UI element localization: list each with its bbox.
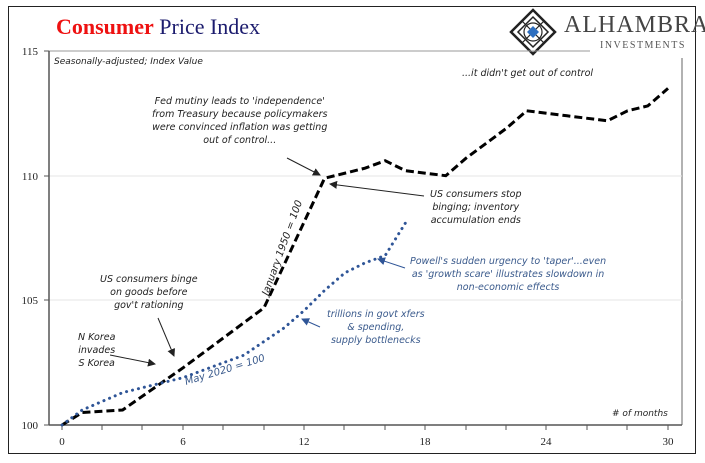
svg-text:18: 18 xyxy=(420,436,432,448)
y-tick-100: 100 xyxy=(22,420,39,432)
annotation-powell-taper: Powell's sudden urgency to 'taper'...eve… xyxy=(410,256,607,293)
annotation-trillions: trillions in govt xfers & spending, supp… xyxy=(327,309,425,346)
arrow-powell xyxy=(377,257,406,269)
annotation-didnt-get-out-of-control: ...it didn't get out of control xyxy=(462,68,594,79)
chart-title-part2: Price Index xyxy=(159,14,261,39)
series-jan-1950 xyxy=(61,87,669,427)
logo-subtitle: INVESTMENTS xyxy=(600,40,686,51)
arrow-stop-binging xyxy=(329,180,425,197)
series-label-jan-1950: January 1950 = 100 xyxy=(260,199,305,299)
y-tick-110: 110 xyxy=(22,171,39,183)
arrow-fed-mutiny xyxy=(286,157,321,176)
x-axis-label: # of months xyxy=(612,409,668,419)
diamond-lattice-icon xyxy=(509,8,557,56)
svg-text:0: 0 xyxy=(59,436,65,448)
annotation-fed-mutiny: Fed mutiny leads to 'independence' from … xyxy=(152,96,328,146)
svg-text:24: 24 xyxy=(541,436,553,448)
annotation-consumers-binge: US consumers binge on goods before gov't… xyxy=(100,274,198,311)
chart-title-part1: Consumer xyxy=(56,14,154,39)
y-tick-115: 115 xyxy=(22,46,39,58)
chart-title: Consumer Price Index xyxy=(56,14,260,40)
annotation-stop-binging: US consumers stop binging; inventory acc… xyxy=(430,189,522,226)
y-axis-ticks: 115 110 105 100 xyxy=(22,46,49,432)
series-may-2020 xyxy=(60,221,407,427)
arrow-binge xyxy=(157,317,175,357)
series-label-may-2020: May 2020 = 100 xyxy=(184,353,267,388)
svg-text:6: 6 xyxy=(180,436,186,448)
y-tick-105: 105 xyxy=(22,295,39,307)
arrow-korea xyxy=(109,354,156,367)
subtitle: Seasonally-adjusted; Index Value xyxy=(54,57,203,67)
svg-text:30: 30 xyxy=(663,436,675,448)
logo-name: ALHAMBRA xyxy=(564,12,705,38)
alhambra-logo: ALHAMBRA INVESTMENTS xyxy=(508,8,705,58)
x-axis-ticks xyxy=(61,425,669,430)
svg-text:12: 12 xyxy=(299,436,310,448)
annotation-korea: N Korea invades S Korea xyxy=(78,332,116,369)
chart-frame xyxy=(8,6,696,454)
x-axis-labels: 0 6 12 18 24 30 xyxy=(59,436,674,448)
arrow-trillions xyxy=(301,318,321,328)
